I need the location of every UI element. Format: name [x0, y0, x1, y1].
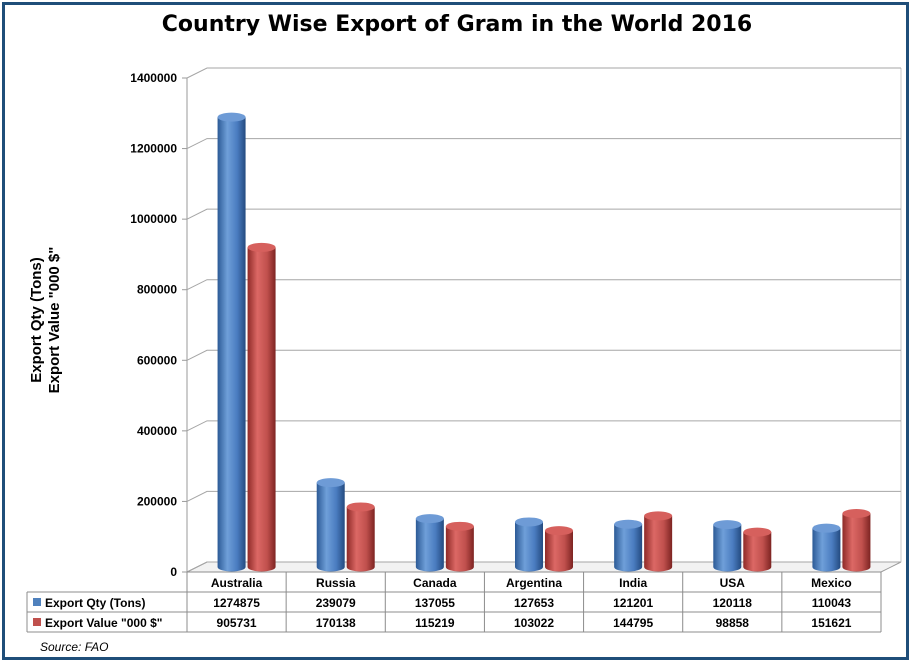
chart-floor	[186, 561, 902, 573]
gridline	[186, 279, 901, 291]
bar-top	[515, 517, 543, 527]
gridline	[186, 349, 901, 361]
x-category-label: Argentina	[506, 576, 562, 590]
bar-body	[415, 518, 444, 572]
y-tick-label: 1000000	[130, 212, 177, 226]
data-table-cell: 905731	[217, 616, 257, 630]
bar-body	[515, 521, 543, 572]
data-table-cell: 110043	[812, 596, 852, 610]
legend-label-export-qty: Export Qty (Tons)	[45, 596, 145, 610]
data-table-cell: 98858	[716, 616, 750, 630]
bar-top	[812, 523, 841, 533]
x-category-label: India	[619, 576, 647, 590]
data-table-cell: 115219	[415, 616, 455, 630]
gridline	[186, 67, 901, 79]
data-table-cell: 239079	[316, 596, 356, 610]
bar-top	[644, 511, 673, 521]
y-tick-label: 800000	[137, 283, 177, 297]
bar-body	[812, 528, 841, 572]
data-table: Australia Russia Canada Argentina India USA Me…	[26, 571, 882, 633]
legend-label-export-value: Export Value "000 $"	[45, 616, 162, 630]
data-table-cell: 1274875	[213, 596, 260, 610]
data-table-cell: 120118	[713, 596, 753, 610]
gridline	[186, 208, 901, 220]
bar-body	[743, 532, 772, 572]
bar-export-value	[247, 242, 276, 572]
bar-body	[445, 526, 474, 572]
bars	[217, 112, 871, 572]
bar-export-value	[445, 521, 474, 572]
data-table-cell: 151621	[811, 616, 851, 630]
bar-export-qty	[614, 519, 643, 572]
bar-export-qty	[316, 478, 345, 572]
x-category-label: Australia	[211, 576, 263, 590]
bar-export-qty	[812, 523, 841, 572]
gridline	[186, 490, 901, 502]
bar-body	[217, 117, 246, 572]
x-category-label: Mexico	[811, 576, 852, 590]
bar-export-value	[644, 511, 673, 572]
bar-top	[415, 514, 444, 524]
bar-top	[346, 502, 375, 512]
y-tick-label: 600000	[137, 353, 177, 367]
bar-body	[346, 506, 375, 572]
bar-body	[842, 513, 871, 572]
bar-body	[316, 482, 345, 572]
bar-export-qty	[217, 112, 246, 572]
legend-key-export-value	[33, 618, 41, 626]
data-table-cell: 103022	[514, 616, 554, 630]
bar-top	[445, 521, 474, 531]
y-tick-label: 0	[170, 565, 177, 579]
bar-body	[644, 515, 673, 572]
bar-top	[614, 519, 643, 529]
bar-body	[713, 524, 742, 572]
bar-body	[545, 530, 573, 572]
y-tick-label: 1200000	[130, 142, 177, 156]
chart-title: Country Wise Export of Gram in the World…	[161, 12, 753, 37]
bar-export-value	[743, 527, 772, 572]
data-table-cell: 144795	[613, 616, 653, 630]
bar-top	[247, 242, 276, 252]
bar-top	[316, 478, 345, 488]
bar-top	[743, 527, 772, 537]
gridline	[186, 138, 901, 150]
back-wall	[207, 68, 901, 562]
legend-key-export-qty	[33, 598, 41, 606]
x-category-label: Russia	[316, 576, 356, 590]
gridlines: 0 200000 400000 600000 800000 1000000 1200000 1…	[130, 67, 902, 579]
data-table-cell: 137055	[415, 596, 455, 610]
bar-top	[713, 520, 742, 530]
bar-export-qty	[415, 514, 444, 572]
data-table-cell: 127653	[514, 596, 554, 610]
y-tick-label: 400000	[137, 424, 177, 438]
gridline	[186, 420, 901, 432]
source-note: Source: FAO	[40, 640, 109, 654]
data-table-cell: 170138	[316, 616, 356, 630]
bar-top	[842, 508, 871, 518]
x-category-label: Canada	[413, 576, 457, 590]
y-tick-label: 1400000	[130, 71, 177, 85]
x-category-label: USA	[720, 576, 746, 590]
data-table-cell: 121201	[613, 596, 653, 610]
y-tick-label: 200000	[137, 494, 177, 508]
bar-export-value	[842, 508, 871, 572]
bar-top	[217, 112, 246, 122]
bar-top	[545, 526, 573, 536]
bar-body	[614, 524, 643, 572]
bar-body	[247, 247, 276, 572]
bar-export-qty	[515, 517, 543, 572]
bar-export-qty	[713, 520, 742, 572]
bar-export-value	[346, 502, 375, 572]
bar-export-value	[545, 526, 573, 572]
